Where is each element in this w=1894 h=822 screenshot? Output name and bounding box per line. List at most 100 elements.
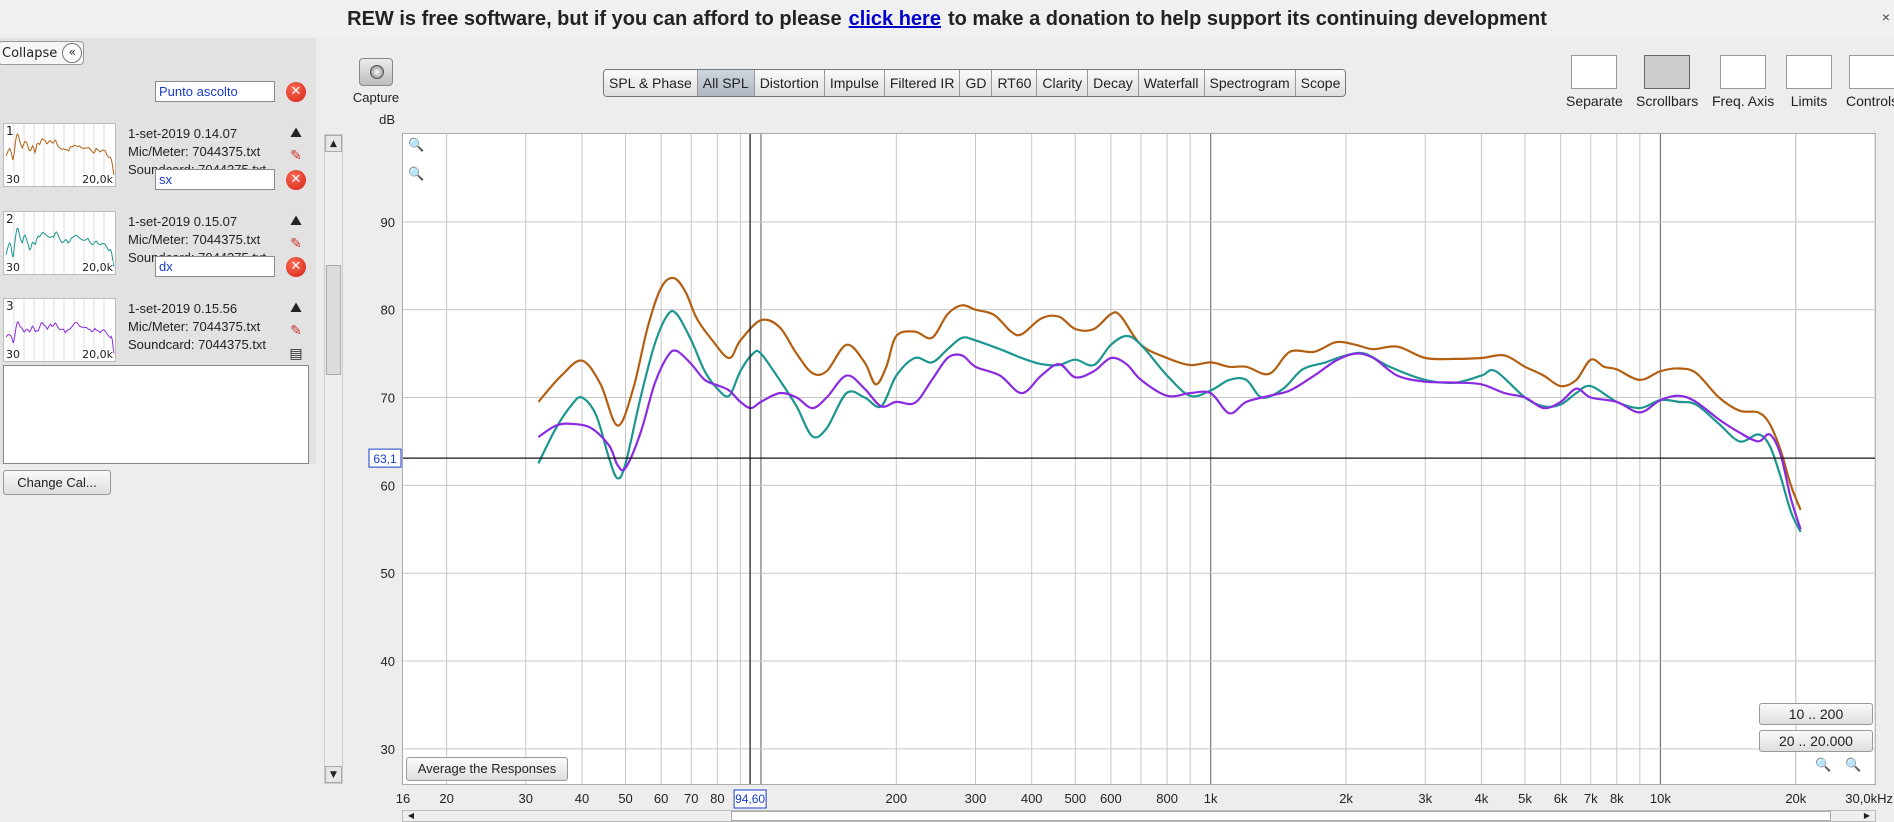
x-tick-label: 800 (1156, 791, 1178, 806)
y-axis-label: dB (379, 112, 395, 127)
x-tick-label: 4k (1475, 791, 1489, 806)
change-cal-button[interactable]: Change Cal... (3, 470, 111, 495)
tab-all-spl[interactable]: All SPL (697, 70, 755, 96)
y-tick-label: 90 (381, 215, 395, 230)
donation-link[interactable]: click here (848, 7, 941, 30)
banner-text-after: to make a donation to help support its c… (947, 7, 1547, 30)
x-tick-label: 3k (1418, 791, 1432, 806)
y-tick-label: 50 (381, 566, 395, 581)
tab-distortion[interactable]: Distortion (754, 70, 825, 96)
scrollbars-icon (1644, 55, 1691, 89)
tab-rt60[interactable]: RT60 (992, 70, 1038, 96)
measurement-date: 1-set-2019 0.15.56 (128, 301, 238, 316)
eq-icon[interactable]: ⛰ (290, 213, 302, 229)
x-tick-label: 16 (396, 791, 410, 806)
x-tick-label: 10k (1650, 791, 1671, 806)
collapse-button[interactable]: Collapse « (0, 41, 84, 65)
measurement-soundcard: Soundcard: 7044375.txt (128, 337, 267, 352)
measurement-thumbnail[interactable]: 1 30 20,0k (3, 123, 116, 187)
y-tick-label: 40 (381, 654, 395, 669)
measurement-number: 1 (6, 124, 14, 138)
controls-gear-button[interactable]: Controls (1846, 55, 1894, 109)
trace-color-icon[interactable]: ✎ (290, 323, 302, 339)
separate-button[interactable]: Separate (1566, 55, 1623, 109)
thumb-range-low: 30 (6, 348, 20, 361)
measurement-thumbnail[interactable]: 3 30 20,0k (3, 298, 116, 362)
thumb-range-high: 20,0k (82, 173, 113, 186)
scroll-down-arrow-icon[interactable]: ▼ (325, 766, 342, 783)
series-line-2 (537, 309, 1802, 533)
scrollbars-button[interactable]: Scrollbars (1636, 55, 1698, 109)
graph-area[interactable] (402, 133, 1876, 785)
scroll-thumb[interactable] (326, 265, 341, 375)
y-tick-label: 30 (381, 742, 395, 757)
tab-clarity[interactable]: Clarity (1037, 70, 1089, 96)
tab-scope[interactable]: Scope (1295, 70, 1346, 96)
scroll-up-arrow-icon[interactable]: ▲ (325, 135, 342, 152)
measurement-number: 2 (6, 212, 14, 226)
limits-icon (1786, 55, 1832, 89)
thumbnail-trace (5, 132, 115, 175)
y-tick-label: 80 (381, 303, 395, 318)
eq-icon[interactable]: ⛰ (290, 125, 302, 141)
delete-measurement-icon[interactable]: ✕ (286, 82, 306, 102)
capture-button[interactable]: Capture (350, 58, 402, 105)
x-tick-label: 2k (1339, 791, 1353, 806)
series-line-3 (537, 349, 1802, 530)
x-tick-label: 30,0kHz (1845, 791, 1893, 806)
graph-scroll-thumb[interactable] (731, 811, 1831, 821)
x-tick-label: 40 (575, 791, 589, 806)
trace-color-icon[interactable]: ✎ (290, 148, 302, 164)
measurement-date: 1-set-2019 0.14.07 (128, 126, 238, 141)
measurement-name-input[interactable] (155, 169, 275, 190)
zoom-in-icon[interactable]: 🔍 (1845, 758, 1862, 773)
eq-icon[interactable]: ⛰ (290, 300, 302, 316)
cursor-x-label-box (733, 789, 767, 809)
freq-axis-button[interactable]: Freq. Axis (1712, 55, 1774, 109)
graph-horizontal-scrollbar[interactable]: ◀ ▶ (402, 810, 1876, 822)
measurement-name-input[interactable] (155, 81, 275, 102)
tab-impulse[interactable]: Impulse (824, 70, 885, 96)
x-tick-label: 20k (1785, 791, 1806, 806)
x-tick-label: 70 (684, 791, 698, 806)
scroll-right-arrow-icon[interactable]: ▶ (1863, 811, 1871, 820)
measurement-mic: Mic/Meter: 7044375.txt (128, 232, 261, 247)
thumbnail-trace (5, 227, 115, 267)
delete-measurement-icon[interactable]: ✕ (286, 170, 306, 190)
zoom-out-icon[interactable]: 🔍 (1815, 758, 1832, 773)
measurement-date: 1-set-2019 0.15.07 (128, 214, 238, 229)
spl-chart: 30 40 50 60 70 80 90 dB 16 20 30 40 50 60 70 80 200 300 40… (368, 112, 1893, 809)
collapse-chevron-icon: « (62, 43, 83, 63)
limits-button[interactable]: Limits (1786, 55, 1832, 109)
notes-textarea[interactable] (3, 365, 309, 464)
range-10-200-button[interactable]: 10 .. 200 (1759, 703, 1873, 725)
x-tick-label: 30 (519, 791, 533, 806)
zoom-in-vertical-icon[interactable]: 🔍 (408, 138, 425, 153)
tab-waterfall[interactable]: Waterfall (1138, 70, 1205, 96)
scroll-left-arrow-icon[interactable]: ◀ (407, 811, 415, 820)
delete-measurement-icon[interactable]: ✕ (286, 257, 306, 277)
collapse-label: Collapse (2, 45, 58, 61)
trace-color-icon[interactable]: ✎ (290, 236, 302, 252)
x-tick-label: 200 (885, 791, 907, 806)
cursor-x-label: 94,60 (735, 792, 765, 806)
notes-icon[interactable]: ▤ (289, 346, 303, 362)
series-line-1 (537, 276, 1802, 511)
tab-filtered-ir[interactable]: Filtered IR (884, 70, 961, 96)
cursor-y-label: 63,1 (373, 452, 397, 466)
separate-icon (1571, 55, 1618, 89)
measurement-thumbnail[interactable]: 2 30 20,0k (3, 211, 116, 275)
measurement-list-scrollbar[interactable]: ▲ ▼ (324, 134, 343, 784)
banner-close-icon[interactable]: × (1881, 9, 1890, 25)
zoom-out-vertical-icon[interactable]: 🔍 (408, 167, 425, 182)
average-responses-button[interactable]: Average the Responses (406, 757, 568, 781)
range-20-20000-button[interactable]: 20 .. 20.000 (1759, 730, 1873, 752)
tab-spl-phase[interactable]: SPL & Phase (604, 70, 698, 96)
tab-gd[interactable]: GD (960, 70, 993, 96)
tool-label: Freq. Axis (1712, 93, 1775, 109)
tool-label: Controls (1846, 93, 1894, 109)
tab-decay[interactable]: Decay (1088, 70, 1139, 96)
tab-spectrogram[interactable]: Spectrogram (1204, 70, 1296, 96)
thumb-range-low: 30 (6, 173, 20, 186)
measurement-name-input[interactable] (155, 256, 275, 277)
